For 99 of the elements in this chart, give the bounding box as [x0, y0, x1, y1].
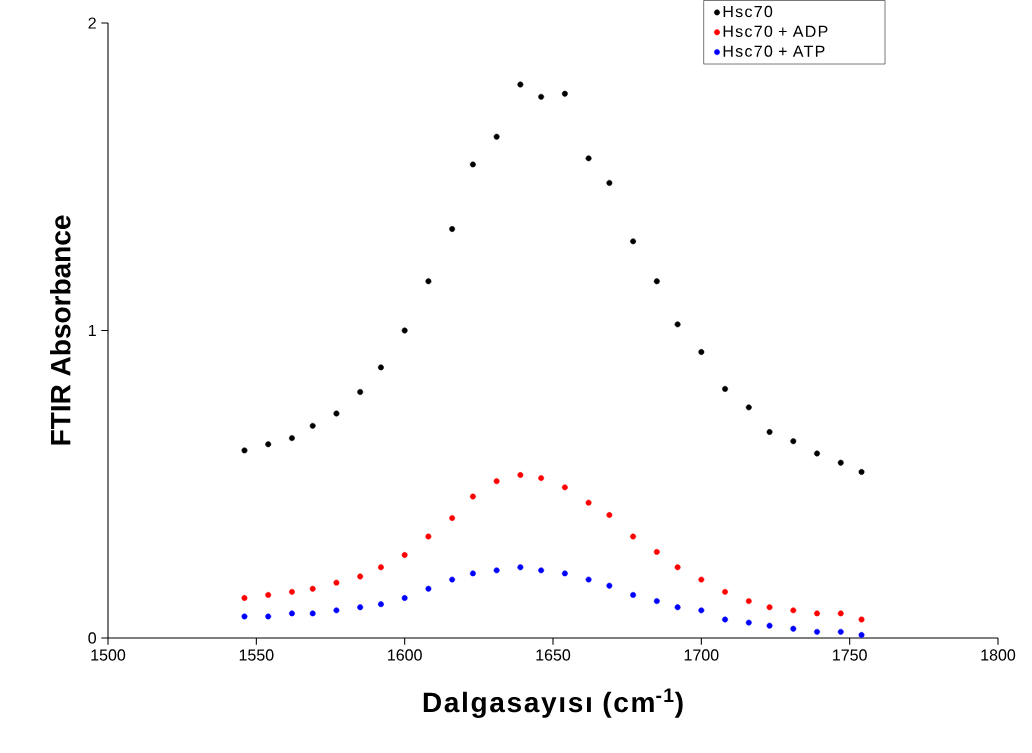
point	[289, 435, 295, 442]
point	[493, 133, 500, 140]
point	[766, 604, 773, 611]
point	[517, 81, 524, 88]
point	[401, 552, 408, 558]
x-tick-label: 1500	[91, 649, 126, 661]
point	[653, 598, 660, 605]
point	[425, 533, 432, 540]
point	[333, 579, 340, 586]
point	[790, 438, 797, 445]
point	[493, 478, 500, 485]
legend-label: Hsc70 + ATP	[723, 45, 825, 57]
point	[745, 404, 752, 411]
point	[698, 349, 705, 355]
point	[309, 585, 316, 592]
point	[814, 450, 820, 457]
point	[606, 179, 613, 186]
point	[449, 576, 456, 583]
point	[674, 604, 681, 611]
x-tick-label: 1750	[833, 649, 867, 661]
point	[722, 616, 728, 623]
y-tick-label: 2	[88, 17, 96, 29]
point	[674, 321, 681, 328]
point	[698, 607, 705, 614]
point	[653, 278, 660, 285]
point	[309, 422, 316, 429]
point	[357, 573, 364, 580]
point	[469, 570, 476, 577]
point	[606, 512, 613, 518]
point	[538, 475, 545, 482]
x-tick-label: 1700	[684, 649, 719, 661]
x-tick-label: 1550	[239, 649, 274, 661]
point	[858, 631, 865, 638]
point	[585, 499, 592, 506]
point	[585, 155, 592, 162]
y-tick-label: 1	[88, 324, 96, 336]
point	[469, 161, 476, 168]
point	[517, 564, 524, 571]
point	[837, 459, 844, 466]
point	[653, 548, 660, 555]
point	[837, 628, 844, 635]
point	[766, 622, 773, 629]
point	[449, 226, 456, 232]
point	[538, 93, 545, 100]
point	[289, 610, 295, 617]
point	[493, 567, 500, 574]
point	[538, 567, 545, 574]
point	[357, 604, 364, 611]
point	[630, 592, 637, 598]
point	[378, 364, 384, 371]
point	[333, 607, 340, 614]
point	[449, 515, 456, 521]
legend-label: Hsc70 + ADP	[723, 25, 828, 37]
point	[401, 327, 408, 334]
point	[241, 613, 248, 620]
point	[606, 582, 613, 589]
point	[790, 607, 797, 614]
point	[289, 588, 295, 595]
point	[469, 493, 476, 500]
y-axis-title: FTIR Absorbance	[50, 215, 71, 445]
point	[378, 564, 384, 571]
x-tick-label: 1650	[536, 649, 571, 661]
point	[585, 576, 592, 583]
point	[858, 469, 865, 475]
point	[265, 613, 272, 620]
point	[357, 389, 364, 395]
point	[425, 585, 432, 592]
x-tick-label: 1600	[388, 649, 422, 661]
point	[401, 595, 408, 601]
point	[722, 385, 728, 392]
point	[265, 441, 272, 448]
point	[745, 619, 752, 626]
point	[517, 472, 524, 478]
point	[745, 598, 752, 605]
point	[837, 610, 844, 617]
y-tick-label: 0	[88, 632, 97, 644]
point	[561, 570, 568, 577]
point	[722, 588, 728, 595]
legend-label: Hsc70	[723, 5, 773, 18]
point	[814, 610, 820, 617]
point	[333, 410, 340, 417]
point	[698, 576, 705, 583]
point	[378, 601, 384, 608]
point	[814, 628, 820, 635]
point	[630, 533, 637, 540]
point	[790, 625, 797, 632]
point	[561, 90, 568, 97]
point	[425, 278, 432, 285]
point	[766, 429, 773, 435]
point	[241, 595, 248, 601]
point	[241, 447, 248, 454]
point	[265, 592, 272, 598]
point	[674, 564, 681, 571]
x-axis-title: Dalgasayısı (cm$^{-1}$)	[423, 688, 683, 718]
x-tick-label: 1800	[981, 649, 1016, 661]
point	[858, 616, 865, 623]
point	[309, 610, 316, 617]
point	[561, 484, 568, 491]
point	[630, 238, 637, 245]
